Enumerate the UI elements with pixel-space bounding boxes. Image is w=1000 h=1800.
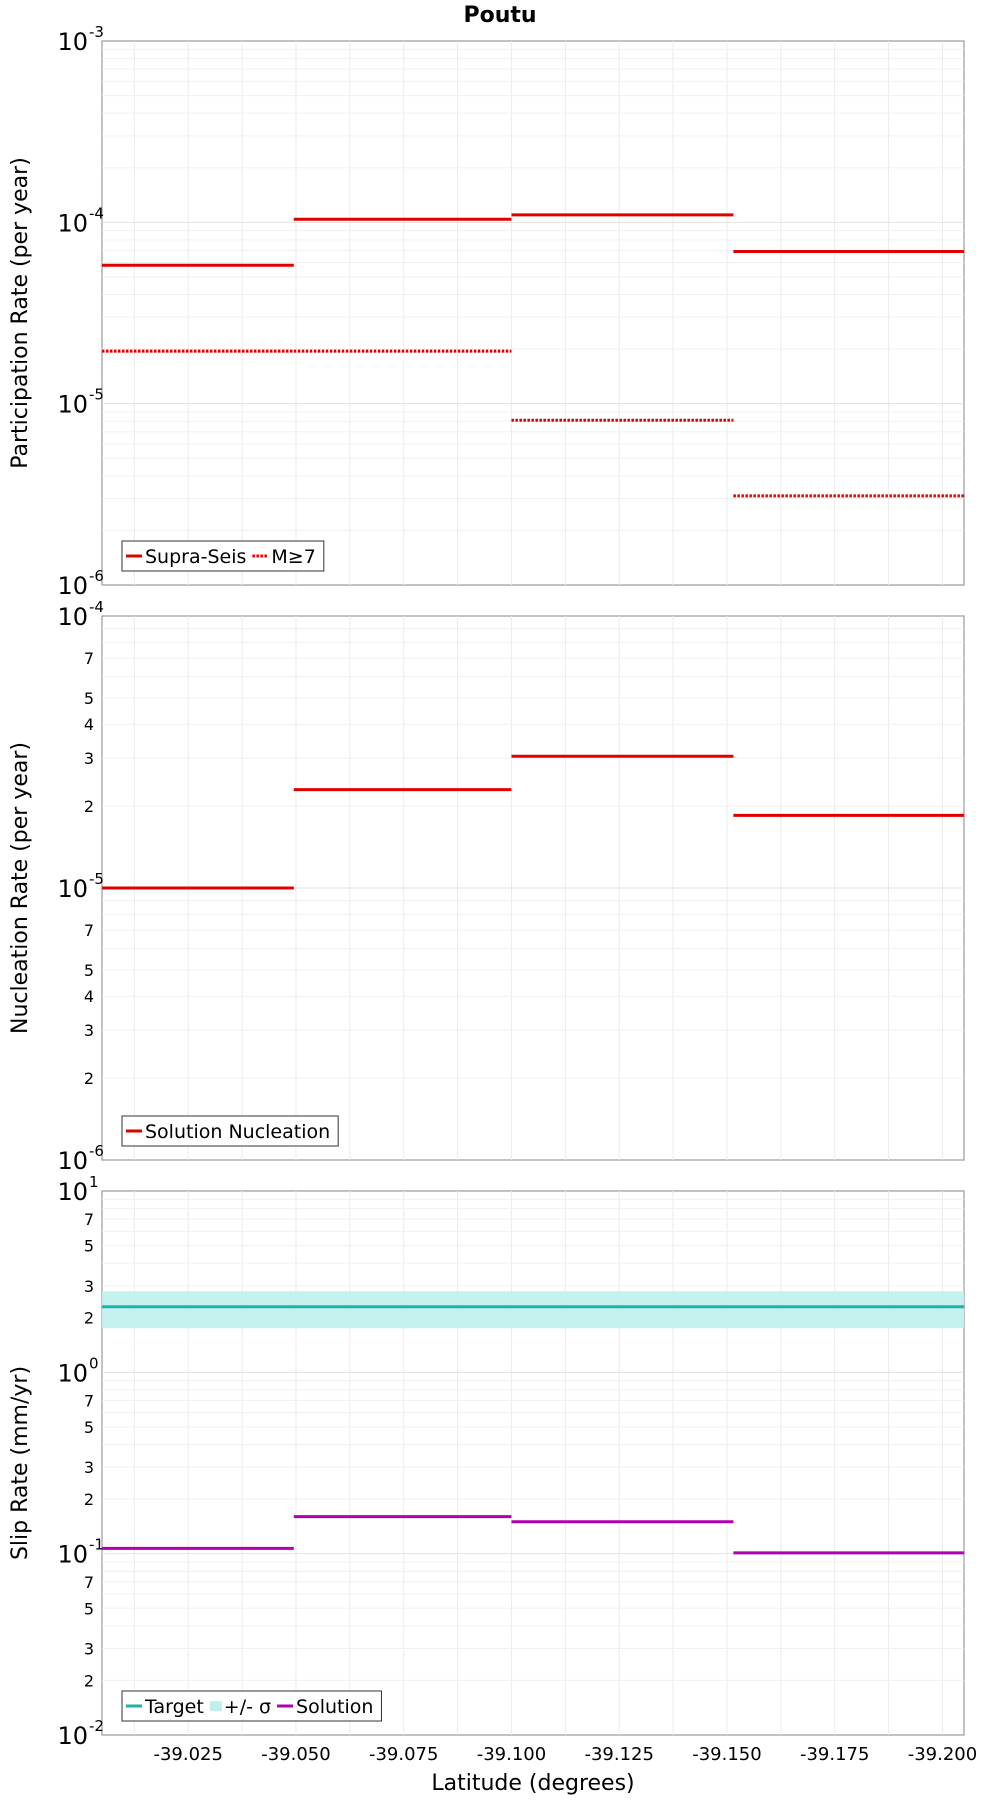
legend-box (121, 1690, 382, 1722)
y-tick-label: 10 (57, 1178, 88, 1206)
y-tick-label: 10 (57, 1722, 88, 1750)
y-tick-label-minor: 2 (84, 1069, 94, 1088)
y-tick-label-minor: 5 (84, 1599, 94, 1618)
y-tick-label: 10 (57, 875, 88, 903)
slip-rate-legend: Target +/- σ Solution (121, 1690, 382, 1722)
y-tick-label-minor: 7 (84, 649, 94, 668)
legend-swatch (209, 1701, 222, 1711)
y-tick-label-minor: 3 (84, 1458, 94, 1477)
y-tick-label-minor: 2 (84, 1671, 94, 1690)
participation-legend: Supra-Seis M≥7 (121, 540, 325, 572)
legend-box (121, 1115, 339, 1147)
slip-rate-grid (102, 1191, 964, 1735)
y-tick-label-minor: 4 (84, 715, 94, 734)
participation-y-label: Participation Rate (per year) (8, 157, 33, 469)
y-tick-label-minor: 3 (84, 1277, 94, 1296)
y-tick-exponent: -3 (89, 23, 104, 41)
legend-label: Target (144, 1696, 204, 1718)
y-tick-label-minor: 5 (84, 689, 94, 708)
y-tick-label-minor: 2 (84, 1309, 94, 1328)
legend-label: Supra-Seis (145, 546, 246, 568)
y-tick-label: 10 (57, 391, 88, 419)
y-tick-label-minor: 4 (84, 987, 94, 1006)
sigma-band (102, 1291, 964, 1329)
x-tick-label: -39.075 (369, 1744, 438, 1765)
slip-rate-series (102, 1291, 964, 1555)
y-tick-exponent: 0 (89, 1354, 99, 1372)
slip-rate-plot-area (101, 1190, 965, 1736)
y-tick-exponent: 1 (89, 1173, 99, 1191)
y-tick-label-minor: 5 (84, 1237, 94, 1256)
nucleation-grid (102, 616, 964, 1160)
y-tick-label-minor: 3 (84, 749, 94, 768)
participation-panel: 10-610-510-410-3 Participation Rate (per… (8, 23, 965, 600)
x-axis-ticks: -39.025 -39.050 -39.075 -39.100 -39.125 -39.1… (153, 1744, 977, 1765)
y-tick-label-minor: 7 (84, 1210, 94, 1229)
y-tick-exponent: -5 (89, 870, 104, 888)
nucleation-y-label: Nucleation Rate (per year) (8, 742, 33, 1034)
participation-series (102, 213, 964, 498)
y-tick-label-minor: 2 (84, 797, 94, 816)
y-tick-label: 10 (57, 209, 88, 237)
y-tick-label-minor: 7 (84, 1573, 94, 1592)
legend-label: Solution Nucleation (145, 1121, 330, 1143)
y-tick-exponent: -2 (89, 1717, 104, 1735)
y-tick-label: 10 (57, 1359, 88, 1387)
y-tick-label-minor: 5 (84, 1418, 94, 1437)
y-tick-label: 10 (57, 1147, 88, 1175)
y-tick-label-minor: 7 (84, 921, 94, 940)
y-tick-label-minor: 2 (84, 1490, 94, 1509)
slip-rate-y-label: Slip Rate (mm/yr) (8, 1366, 33, 1560)
y-tick-label: 10 (57, 1541, 88, 1569)
participation-grid (102, 41, 964, 585)
y-tick-label-minor: 3 (84, 1639, 94, 1658)
y-tick-exponent: -5 (89, 386, 104, 404)
y-tick-exponent: -1 (89, 1536, 104, 1554)
x-tick-label: -39.100 (477, 1744, 546, 1765)
x-tick-label: -39.150 (692, 1744, 761, 1765)
y-tick-label-minor: 7 (84, 1391, 94, 1410)
legend-label: Solution (296, 1696, 373, 1718)
y-tick-exponent: -6 (89, 567, 104, 585)
participation-plot-area (101, 40, 965, 586)
nucleation-legend: Solution Nucleation (121, 1115, 339, 1147)
legend-box (121, 540, 325, 572)
y-tick-label: 10 (57, 603, 88, 631)
nucleation-series (102, 754, 964, 890)
chart-title: Poutu (463, 3, 536, 28)
y-tick-label-minor: 3 (84, 1021, 94, 1040)
x-tick-label: -39.050 (261, 1744, 330, 1765)
y-tick-exponent: -4 (89, 204, 104, 222)
y-tick-label: 10 (57, 572, 88, 600)
participation-y-ticks: 10-610-510-410-3 (57, 23, 104, 600)
x-tick-label: -39.175 (800, 1744, 869, 1765)
x-axis-label: Latitude (degrees) (431, 1771, 634, 1796)
x-tick-label: -39.200 (908, 1744, 977, 1765)
y-tick-exponent: -4 (89, 598, 104, 616)
y-tick-label-minor: 5 (84, 961, 94, 980)
legend-label: +/- σ (224, 1696, 271, 1718)
x-tick-label: -39.125 (584, 1744, 653, 1765)
y-tick-label: 10 (57, 28, 88, 56)
x-tick-label: -39.025 (153, 1744, 222, 1765)
legend-label: M≥7 (271, 546, 315, 568)
y-tick-exponent: -6 (89, 1142, 104, 1160)
